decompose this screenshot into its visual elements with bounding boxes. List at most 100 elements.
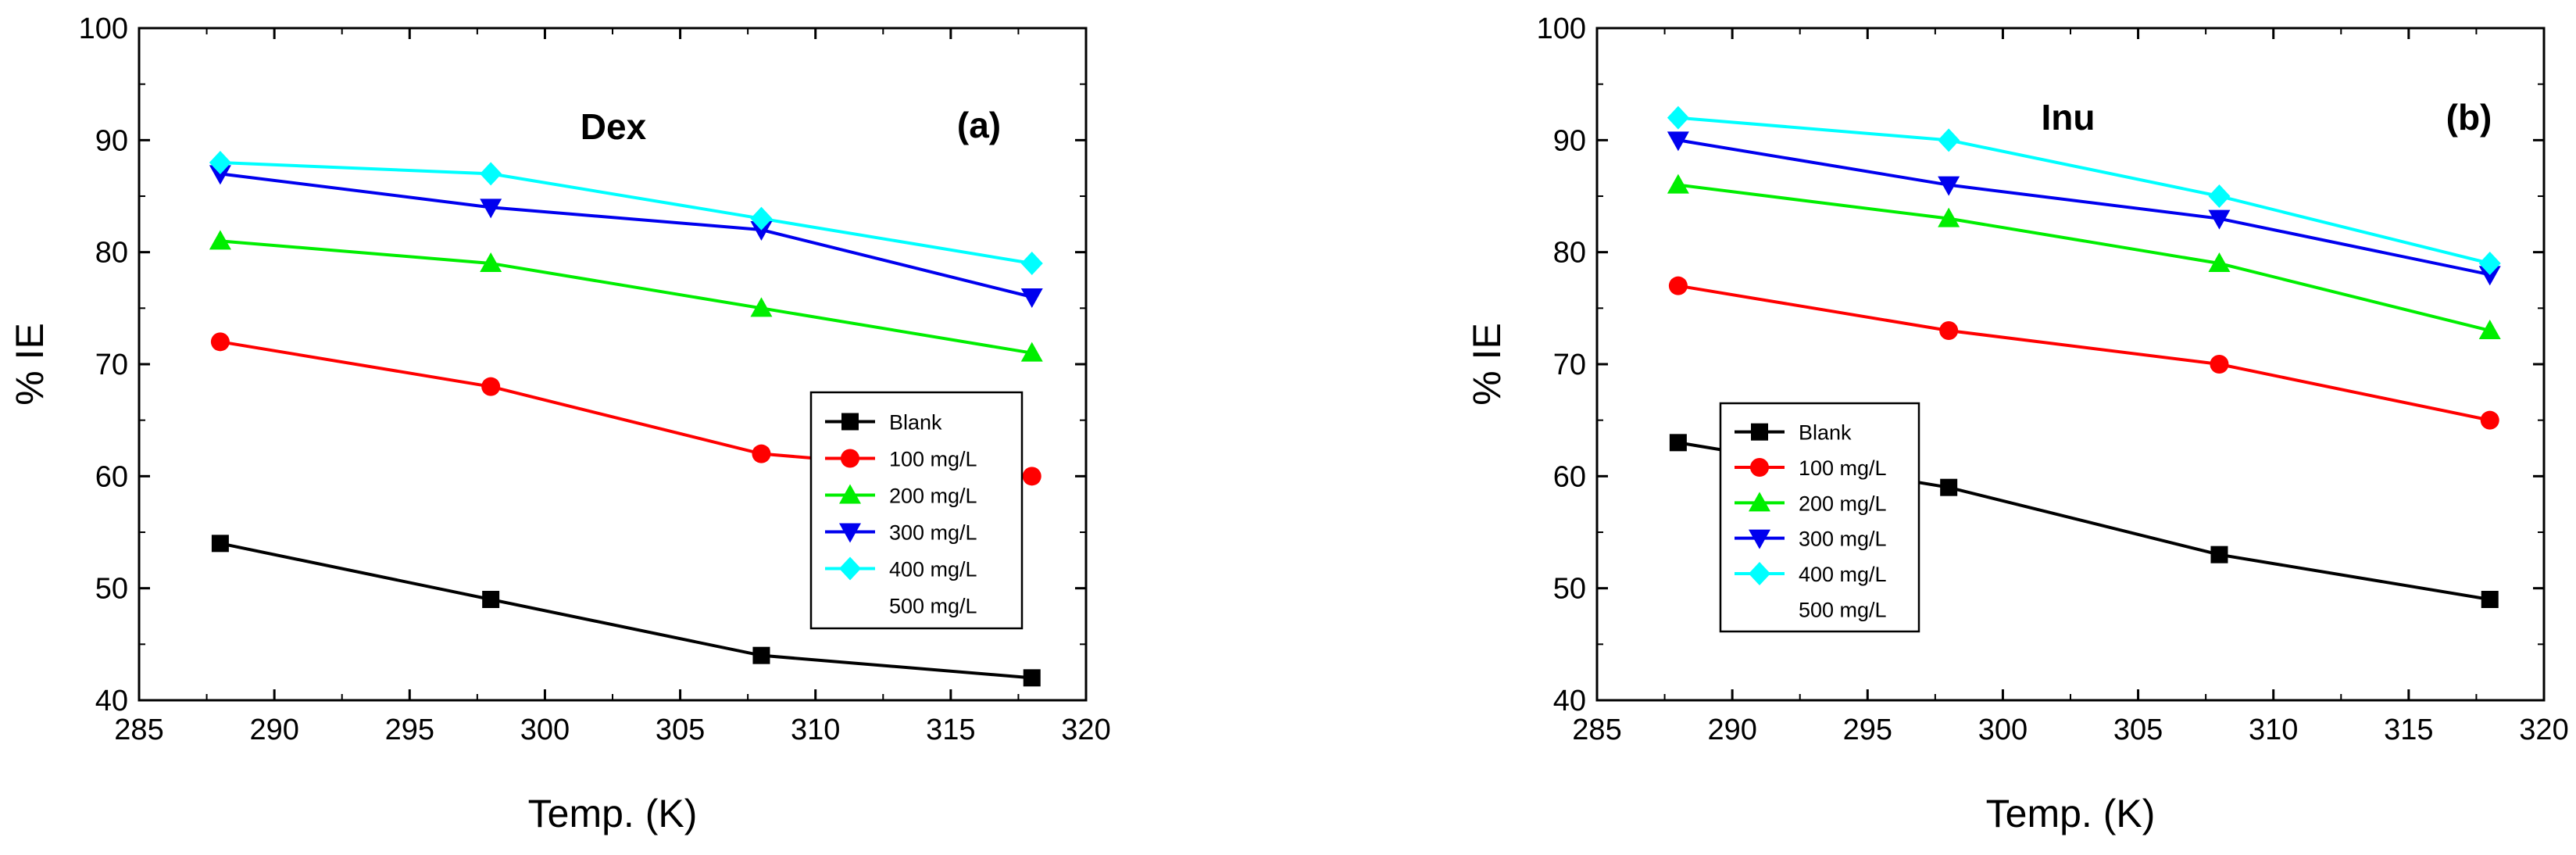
x-tick-label: 305 [2113,714,2163,746]
series-line [1677,284,2491,422]
data-point [750,221,773,241]
legend-label: 100 mg/L [889,448,977,471]
data-point [1020,252,1043,275]
x-tick-label: 315 [926,714,975,746]
legend-marker [1749,529,1770,549]
data-point [750,297,773,317]
x-tick-label: 320 [2519,714,2568,746]
data-point [1938,128,1960,152]
legend-label: 200 mg/L [1799,492,1887,515]
data-point [2208,209,2231,230]
data-point [1938,176,1960,196]
x-tick-label: 300 [520,714,570,746]
legend-label: 400 mg/L [1799,563,1887,586]
x-tick-label: 320 [1061,714,1110,746]
legend-marker [841,413,859,431]
series-line [220,239,1033,355]
data-point [209,230,231,250]
legend-label: Blank [1799,421,1852,445]
data-point [1938,207,1960,227]
x-tick-label: 310 [2249,714,2298,746]
legend-marker [839,523,861,543]
legend-marker [1751,423,1768,441]
x-tick-label: 285 [1572,714,1621,746]
x-tick-label: 285 [114,714,163,746]
data-point [1668,276,1688,295]
legend-label: 500 mg/L [1799,598,1887,621]
y-tick-label: 50 [1553,573,1586,606]
data-point [482,591,500,608]
series-line [220,161,1033,265]
data-point [480,162,502,186]
x-tick-label: 315 [2384,714,2433,746]
y-tick-label: 70 [1553,349,1586,381]
data-point [2208,252,2231,272]
panel-label: (a) [957,105,1001,145]
panel-label: (b) [2446,97,2492,138]
x-tick-label: 290 [1707,714,1756,746]
data-point [1022,467,1041,486]
y-tick-label: 40 [95,685,128,717]
series-line [1677,138,2491,277]
data-point [209,151,231,174]
y-axis-label: % IE [1465,323,1509,406]
y-tick-label: 60 [1553,460,1586,493]
x-tick-label: 300 [1978,714,2028,746]
data-point [1669,434,1687,452]
data-point [750,206,773,231]
y-tick-label: 70 [95,349,128,381]
data-point [2478,252,2501,275]
legend-label: Blank [889,411,942,435]
data-point [1020,342,1043,362]
y-tick-label: 90 [95,124,128,157]
data-point [1667,174,1689,194]
y-tick-label: 90 [1553,124,1586,157]
legend-marker [1749,562,1770,585]
data-point [1940,478,1958,496]
chart-panel: 285 290 295 300 305 310 315 320 40 50 60 70 80 90 100 T… [8,13,1111,835]
data-point [480,199,502,219]
legend-box [809,391,1024,630]
x-tick-label: 295 [1843,714,1892,746]
data-point [2210,355,2229,374]
data-point [1667,106,1689,130]
x-tick-label: 310 [791,714,840,746]
x-tick-label: 295 [385,714,434,746]
data-point [752,444,771,463]
data-point [1939,321,1959,340]
legend-marker [839,484,861,504]
legend-label: 100 mg/L [1799,456,1887,480]
data-point [480,252,502,272]
y-axis-label: % IE [8,323,52,406]
y-tick-label: 100 [1537,13,1586,45]
legend-label: 500 mg/L [889,595,977,618]
y-tick-label: 40 [1553,685,1586,717]
legend-marker [1750,458,1769,477]
legend-marker [1749,492,1770,512]
y-tick-label: 100 [79,13,128,45]
y-tick-label: 50 [95,573,128,606]
data-point [2480,410,2499,430]
legend-label: 300 mg/L [889,521,977,545]
series-line [1677,116,2491,265]
data-point [752,646,770,664]
data-point [1023,669,1041,687]
x-axis-label: Temp. (K) [1986,792,2156,835]
data-point [2210,546,2228,563]
legend-label: 200 mg/L [889,485,977,508]
series-line [220,542,1032,680]
chart-title: Inu [2042,97,2095,138]
y-tick-label: 60 [95,460,128,493]
data-point [1667,131,1689,152]
legend-label: 400 mg/L [889,558,977,581]
series-line [1677,183,2491,332]
chart-title: Dex [581,106,647,147]
legend-marker [841,449,859,468]
x-tick-label: 290 [249,714,298,746]
data-point [2481,591,2499,608]
y-tick-label: 80 [95,237,128,270]
data-point [2478,320,2501,339]
legend-box [1719,402,1920,633]
